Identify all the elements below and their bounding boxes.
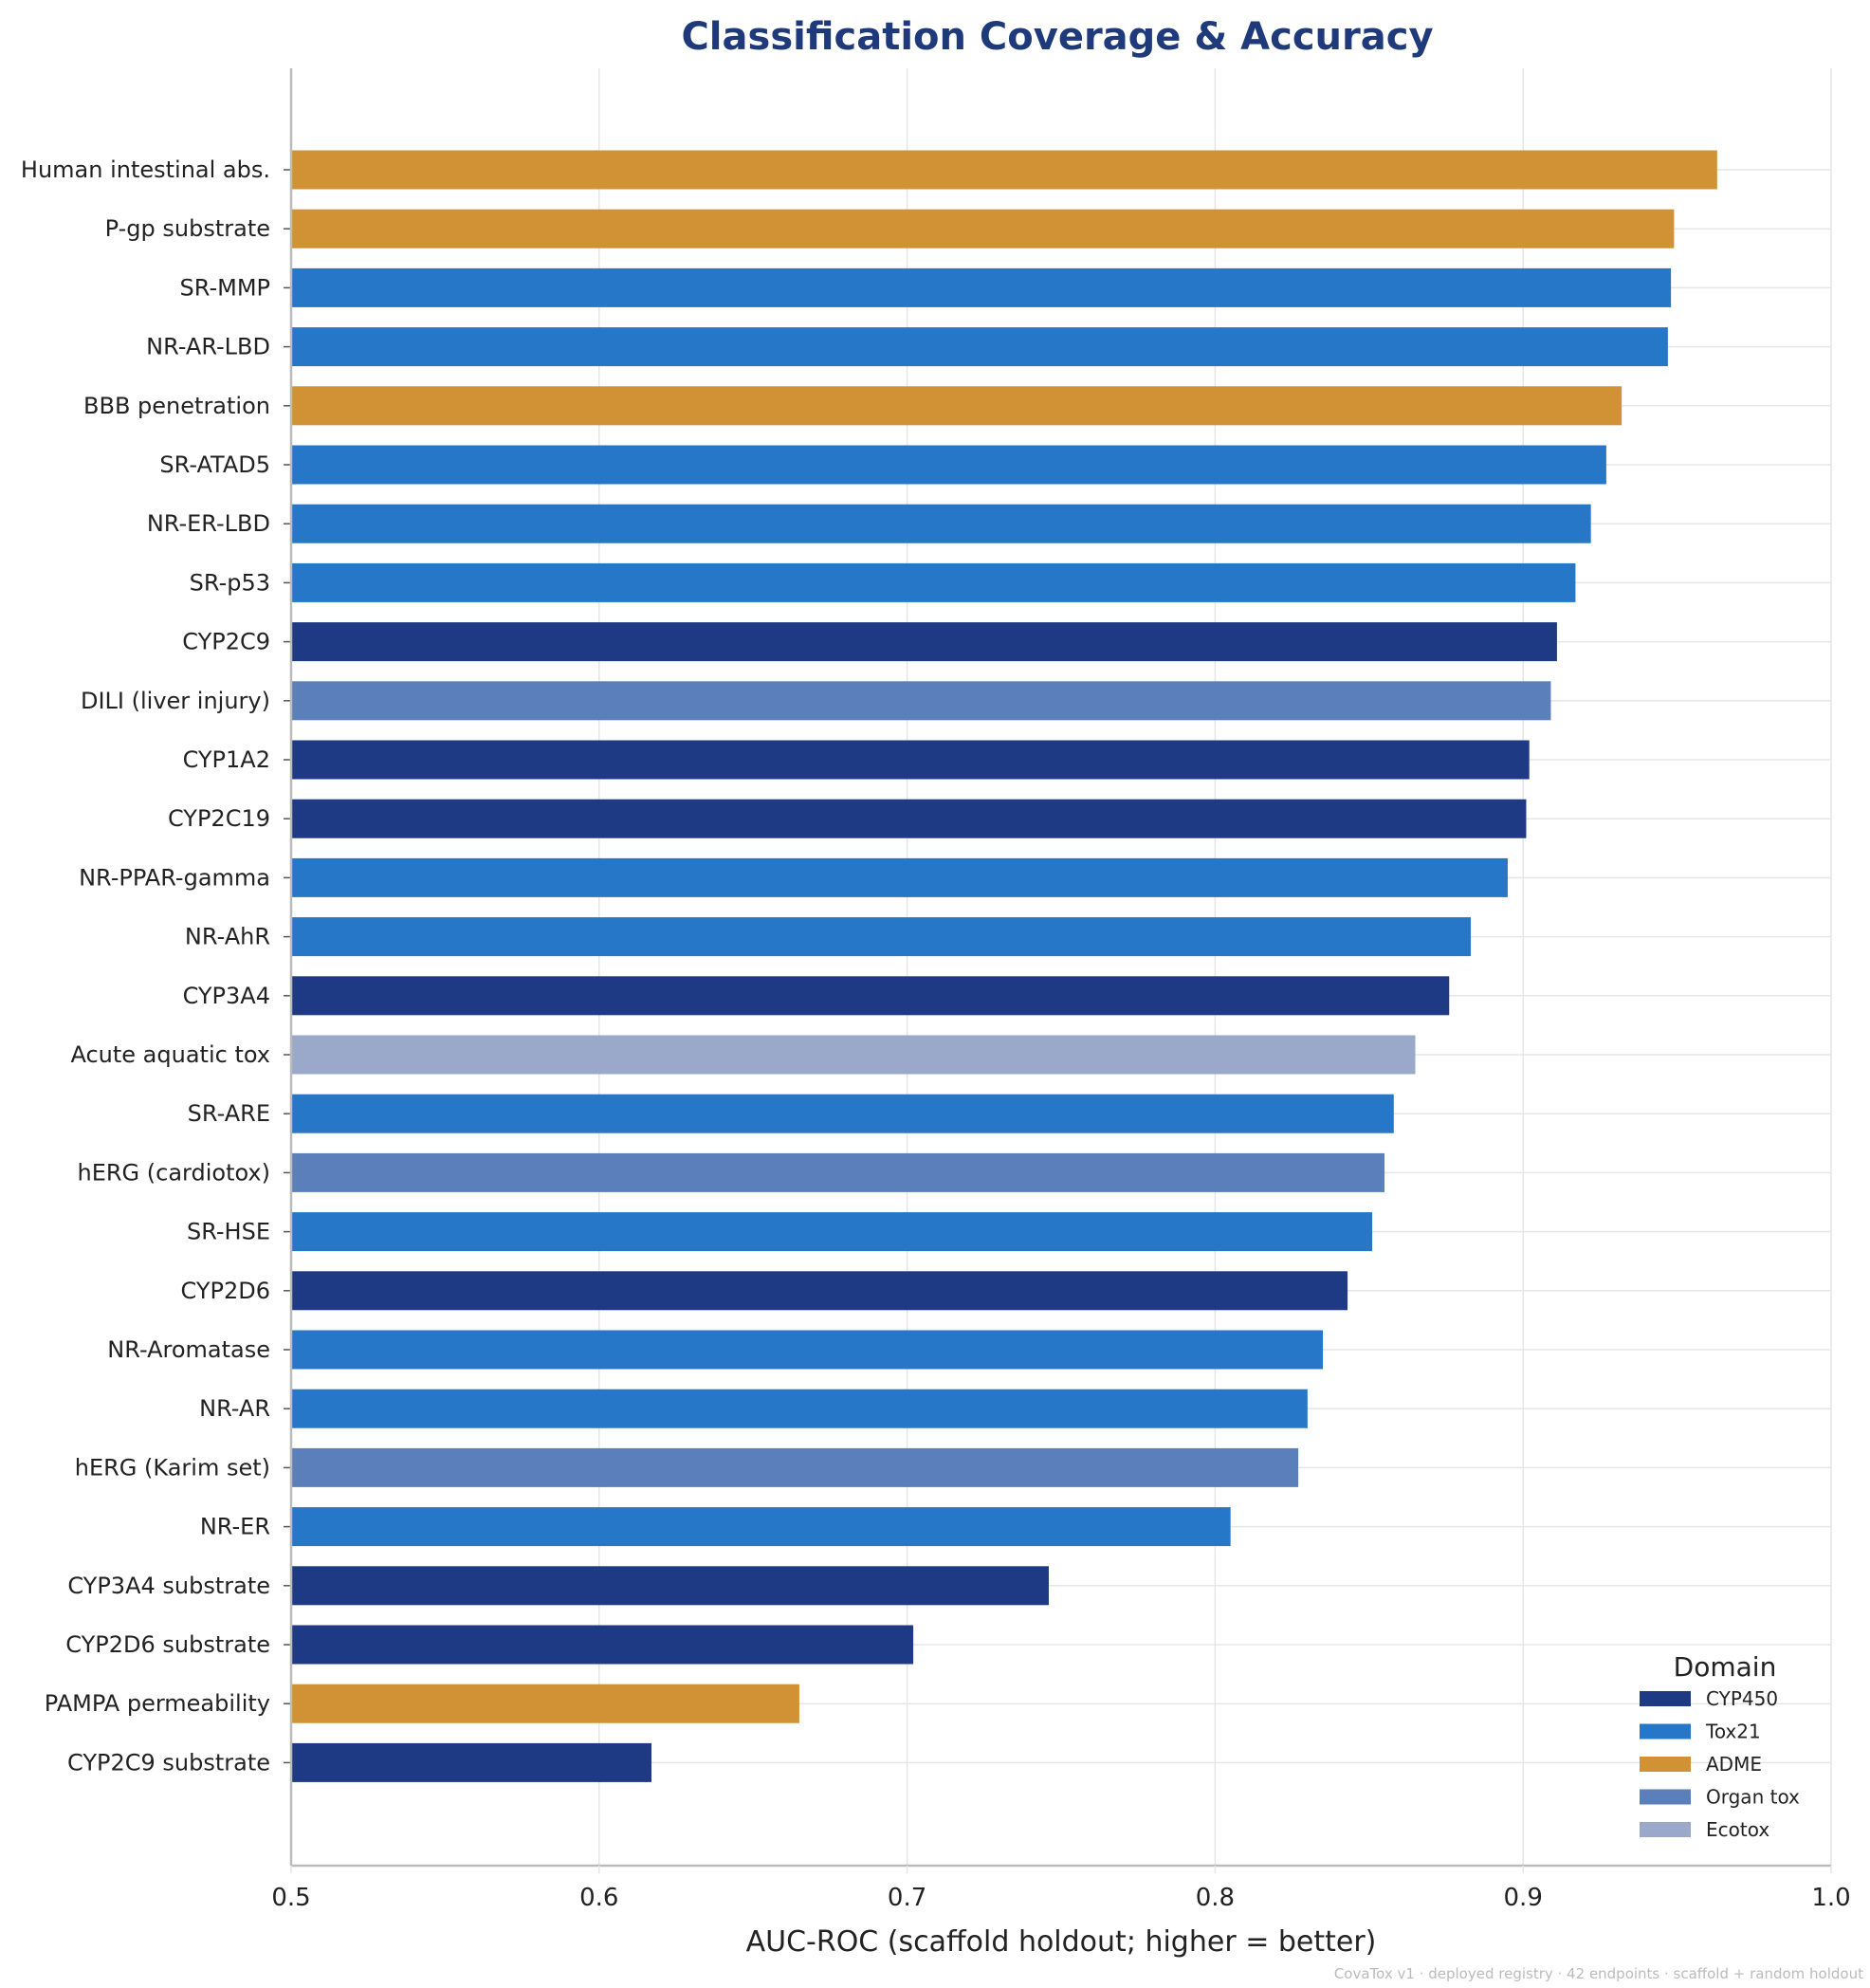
category-label: NR-ER — [200, 1514, 270, 1540]
bar — [291, 1566, 1050, 1606]
bar — [291, 1389, 1308, 1428]
category-label: NR-AR-LBD — [146, 334, 270, 360]
category-label: SR-ARE — [188, 1100, 270, 1127]
category-label: hERG (cardiotox) — [78, 1159, 271, 1186]
category-label: CYP1A2 — [183, 746, 270, 773]
legend-swatch — [1640, 1723, 1691, 1740]
legend-swatch — [1640, 1789, 1691, 1805]
x-tick-label: 0.9 — [1504, 1884, 1543, 1912]
bar — [291, 1625, 914, 1665]
bar — [291, 562, 1576, 602]
bar — [291, 1507, 1231, 1547]
legend-label: Tox21 — [1705, 1721, 1761, 1743]
category-label: CYP2D6 substrate — [65, 1631, 270, 1658]
legend: Domain CYP450 Tox21 ADME Organ tox Ecotox — [1640, 1651, 1800, 1841]
bar — [291, 386, 1622, 426]
category-labels: Human intestinal abs. P-gp substrate SR-MM… — [21, 156, 291, 1776]
bar — [291, 1212, 1373, 1252]
category-label: DILI (liver injury) — [81, 688, 270, 714]
bar — [291, 1684, 799, 1723]
bar — [291, 740, 1530, 780]
category-label: hERG (Karim set) — [75, 1454, 270, 1481]
x-tick-label: 0.5 — [271, 1884, 310, 1912]
bar — [291, 917, 1471, 957]
category-label: NR-AhR — [185, 924, 270, 950]
category-label: Acute aquatic tox — [70, 1041, 270, 1068]
category-label: CYP2C9 — [182, 629, 270, 655]
legend-swatch — [1640, 1822, 1691, 1837]
legend-label: Ecotox — [1706, 1818, 1769, 1841]
footer-note: CovaTox v1 · deployed registry · 42 endp… — [1334, 1965, 1863, 1982]
category-label: NR-PPAR-gamma — [79, 864, 270, 891]
category-label: P-gp substrate — [105, 215, 270, 242]
bar — [291, 857, 1508, 897]
category-label: NR-ER-LBD — [147, 510, 270, 537]
bar — [291, 976, 1450, 1016]
category-label: CYP2C9 substrate — [67, 1749, 270, 1776]
bar — [291, 622, 1557, 662]
bar — [291, 445, 1606, 485]
legend-label: Organ tox — [1706, 1786, 1800, 1809]
bar — [291, 504, 1591, 543]
legend-swatch — [1640, 1691, 1691, 1706]
bar — [291, 1271, 1348, 1311]
bar — [291, 150, 1717, 190]
x-tick-labels: 0.5 0.6 0.7 0.8 0.9 1.0 — [271, 1866, 1851, 1912]
bar — [291, 1094, 1394, 1133]
bar — [291, 267, 1672, 307]
category-label: NR-AR — [199, 1395, 270, 1422]
legend-label: ADME — [1706, 1753, 1762, 1776]
bar — [291, 209, 1675, 248]
bar — [291, 327, 1668, 367]
legend-label: CYP450 — [1706, 1687, 1778, 1710]
bar — [291, 681, 1551, 721]
x-tick-label: 0.6 — [579, 1884, 618, 1912]
category-label: Human intestinal abs. — [21, 156, 270, 183]
category-label: SR-ATAD5 — [159, 451, 270, 478]
x-tick-label: 1.0 — [1811, 1884, 1850, 1912]
x-tick-label: 0.7 — [888, 1884, 926, 1912]
category-label: SR-p53 — [190, 569, 270, 596]
bar — [291, 1152, 1385, 1192]
category-label: CYP2C19 — [168, 805, 270, 832]
category-label: PAMPA permeability — [45, 1690, 270, 1717]
chart-title: Classification Coverage & Accuracy — [681, 15, 1433, 59]
category-label: BBB penetration — [83, 393, 270, 419]
category-label: SR-MMP — [180, 274, 270, 301]
category-label: CYP3A4 substrate — [67, 1573, 270, 1599]
category-label: SR-HSE — [187, 1219, 270, 1245]
x-tick-label: 0.8 — [1196, 1884, 1235, 1912]
legend-title: Domain — [1674, 1651, 1777, 1683]
category-label: CYP2D6 — [181, 1278, 271, 1304]
category-label: NR-Aromatase — [107, 1336, 270, 1363]
bar — [291, 1035, 1416, 1075]
bar — [291, 1447, 1299, 1487]
bars — [291, 150, 1717, 1782]
bar — [291, 1742, 652, 1782]
bar — [291, 1330, 1324, 1370]
legend-swatch — [1640, 1757, 1691, 1772]
x-axis-title: AUC-ROC (scaffold holdout; higher = bett… — [746, 1925, 1377, 1959]
category-label: CYP3A4 — [183, 983, 270, 1009]
bar — [291, 799, 1527, 838]
